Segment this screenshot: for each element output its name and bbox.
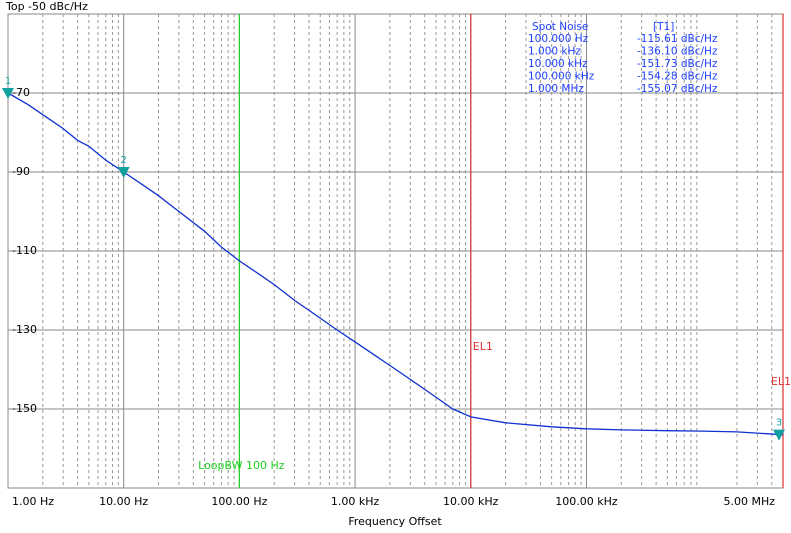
table-frequency: 100.000 kHz bbox=[528, 71, 595, 83]
x-axis-label: Frequency Offset bbox=[348, 515, 442, 528]
x-tick-label: 10.00 kHz bbox=[443, 495, 499, 508]
series-line bbox=[7, 92, 784, 436]
reference-label: EL1 bbox=[771, 375, 791, 388]
y-tick-label: -70 bbox=[12, 86, 30, 99]
table-noise: -154.28 dBc/Hz bbox=[637, 71, 718, 83]
table-noise: -155.07 dBc/Hz bbox=[637, 83, 718, 95]
table-noise: -115.61 dBc/Hz bbox=[637, 33, 718, 45]
marker-label: 2 bbox=[121, 155, 127, 166]
marker bbox=[117, 167, 130, 178]
marker-label: 1 bbox=[5, 76, 11, 87]
reference-label: EL1 bbox=[473, 340, 493, 353]
table-noise: -151.73 dBc/Hz bbox=[637, 58, 718, 70]
table-title: Spot Noise bbox=[532, 21, 588, 33]
y-tick-label: -150 bbox=[12, 402, 37, 415]
marker-label: 3 bbox=[776, 418, 782, 429]
marker bbox=[2, 88, 14, 99]
marker bbox=[773, 429, 785, 441]
y-tick-label: -110 bbox=[12, 244, 37, 257]
x-tick-label: 5.00 MHz bbox=[723, 495, 775, 508]
x-tick-label: 1.00 kHz bbox=[331, 495, 380, 508]
table-header: [T1] bbox=[653, 21, 674, 33]
table-frequency: 100.000 Hz bbox=[528, 33, 589, 45]
y-tick-label: -130 bbox=[12, 323, 37, 336]
table-frequency: 10.000 kHz bbox=[528, 58, 588, 70]
table-frequency: 1.000 MHz bbox=[528, 83, 584, 95]
reference-label: LoopBW 100 Hz bbox=[198, 459, 285, 472]
x-tick-label: 100.00 kHz bbox=[555, 495, 618, 508]
table-noise: -136.10 dBc/Hz bbox=[637, 46, 718, 58]
chart-title: Top -50 dBc/Hz bbox=[5, 0, 88, 13]
x-tick-label: 10.00 Hz bbox=[99, 495, 148, 508]
x-tick-label: 1.00 Hz bbox=[12, 495, 54, 508]
x-tick-label: 100.00 Hz bbox=[211, 495, 267, 508]
table-frequency: 1.000 kHz bbox=[528, 46, 581, 58]
y-tick-label: -90 bbox=[12, 165, 30, 178]
